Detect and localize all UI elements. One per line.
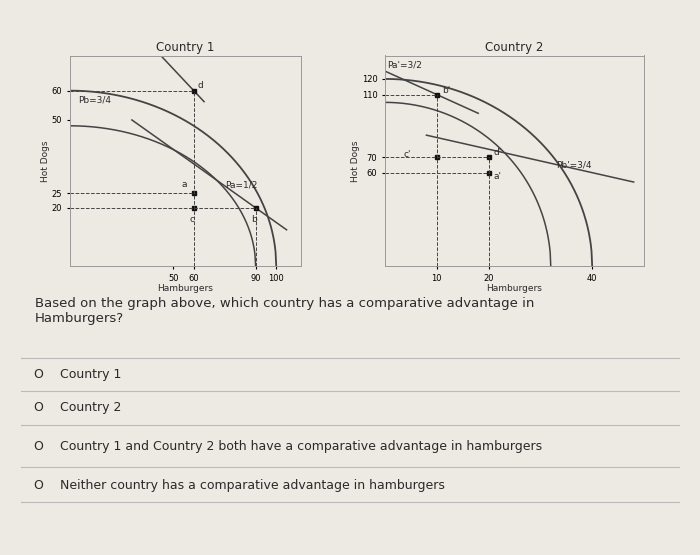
Text: b': b' — [442, 86, 450, 95]
Text: Based on the graph above, which country has a comparative advantage in
Hamburger: Based on the graph above, which country … — [35, 297, 534, 325]
Text: c': c' — [403, 150, 411, 159]
Text: d: d — [198, 80, 204, 90]
Text: Pa'=3/2: Pa'=3/2 — [388, 61, 423, 70]
Text: Country 2: Country 2 — [60, 401, 121, 415]
Text: Neither country has a comparative advantage in hamburgers: Neither country has a comparative advant… — [60, 479, 445, 492]
Text: O: O — [34, 440, 43, 453]
Text: Pb'=3/4: Pb'=3/4 — [556, 161, 592, 170]
Text: a': a' — [494, 172, 502, 181]
X-axis label: Hamburgers: Hamburgers — [486, 284, 542, 294]
Text: c: c — [190, 215, 195, 224]
Y-axis label: Hot Dogs: Hot Dogs — [351, 140, 360, 181]
Text: Pb=3/4: Pb=3/4 — [78, 95, 111, 104]
X-axis label: Hamburgers: Hamburgers — [158, 284, 214, 294]
Title: Country 1: Country 1 — [156, 41, 215, 54]
Text: a: a — [181, 180, 187, 189]
Text: O: O — [34, 368, 43, 381]
Text: Country 1: Country 1 — [60, 368, 121, 381]
Y-axis label: Hot Dogs: Hot Dogs — [41, 140, 50, 181]
Text: O: O — [34, 479, 43, 492]
Text: O: O — [34, 401, 43, 415]
Text: Country 1 and Country 2 both have a comparative advantage in hamburgers: Country 1 and Country 2 both have a comp… — [60, 440, 542, 453]
Title: Country 2: Country 2 — [485, 41, 544, 54]
Text: Pa=1/2: Pa=1/2 — [225, 180, 257, 189]
Text: b: b — [251, 215, 258, 224]
Text: d': d' — [494, 149, 502, 158]
